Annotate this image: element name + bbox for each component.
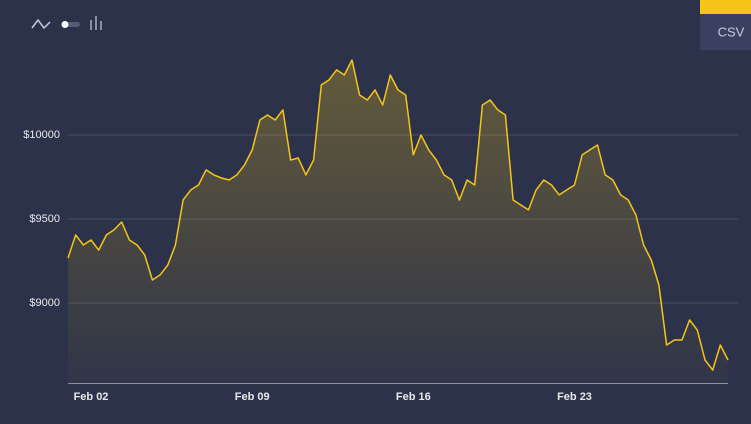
x-tick-label: Feb 09 bbox=[235, 391, 270, 403]
y-tick-label: $9500 bbox=[29, 213, 60, 225]
price-line bbox=[67, 59, 729, 371]
x-tick-label: Feb 16 bbox=[396, 391, 431, 403]
line-view-icon[interactable] bbox=[31, 18, 51, 30]
area-fill bbox=[68, 60, 728, 383]
toggle-knob[interactable] bbox=[61, 21, 69, 28]
y-tick-label: $10000 bbox=[23, 129, 60, 141]
icon-bar bbox=[90, 20, 92, 30]
x-tick-label: Feb 02 bbox=[74, 391, 109, 403]
menu-button[interactable] bbox=[700, 0, 751, 14]
x-tick-label: Feb 23 bbox=[557, 391, 592, 403]
icon-bar bbox=[95, 16, 97, 30]
csv-button[interactable] bbox=[700, 14, 751, 50]
y-tick-label: $9000 bbox=[29, 297, 60, 309]
icon-bar bbox=[100, 21, 102, 30]
csv-label[interactable]: CSV bbox=[718, 24, 745, 39]
bar-view-icon[interactable] bbox=[90, 16, 102, 30]
